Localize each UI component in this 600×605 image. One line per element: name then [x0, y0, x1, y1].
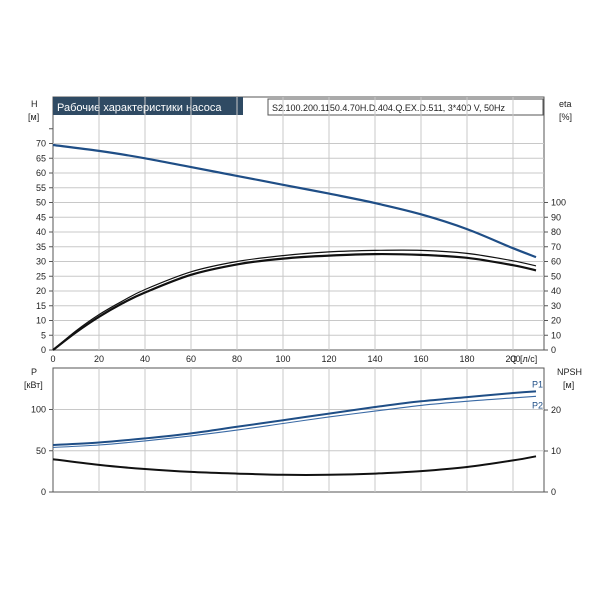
- top-y-tick-label: 10: [36, 316, 46, 326]
- x-label: Q: [510, 354, 517, 364]
- top-y2-tick-label: 50: [551, 271, 561, 281]
- bottom-y-tick-label: 50: [36, 446, 46, 456]
- npsh-curve: [52, 455, 537, 476]
- model-label: S2.100.200.1150.4.70H.D.404.Q.EX.D.511, …: [272, 103, 505, 113]
- top-y2-tick-label: 60: [551, 257, 561, 267]
- p2-curve: [52, 395, 537, 448]
- top-y-tick-label: 70: [36, 139, 46, 149]
- bottom-y2-label: NPSH: [557, 367, 582, 377]
- top-y-tick-label: 35: [36, 242, 46, 252]
- top-y-tick-label: 40: [36, 227, 46, 237]
- x-tick-label: 40: [140, 354, 150, 364]
- bottom-y2-tick-label: 10: [551, 446, 561, 456]
- top-y2-tick-label: 0: [551, 345, 556, 355]
- bottom-y-label: P: [31, 367, 37, 377]
- eta_inner-curve: [52, 252, 537, 351]
- top-y2-tick-label: 30: [551, 301, 561, 311]
- top-y-tick-label: 65: [36, 153, 46, 163]
- p1-curve: [52, 390, 537, 446]
- top-y-tick-label: 60: [36, 168, 46, 178]
- x-tick-label: 140: [367, 354, 382, 364]
- bottom-y2-unit: [м]: [563, 380, 574, 390]
- bottom-y-tick-label: 100: [31, 405, 46, 415]
- top-y-tick-label: 20: [36, 286, 46, 296]
- model-box: [267, 98, 544, 116]
- top-y-tick-label: 25: [36, 271, 46, 281]
- top-y2-tick-label: 80: [551, 227, 561, 237]
- x-tick-label: 180: [459, 354, 474, 364]
- top-plot-frame: [52, 96, 545, 351]
- top-y2-tick-label: 90: [551, 212, 561, 222]
- x-tick-label: 0: [50, 354, 55, 364]
- x-tick-label: 100: [275, 354, 290, 364]
- top-y2-tick-label: 70: [551, 242, 561, 252]
- top-y2-label: eta: [559, 99, 572, 109]
- top-y-tick-label: 50: [36, 198, 46, 208]
- bottom-y-unit: [кВт]: [24, 380, 43, 390]
- top-y-tick-label: 55: [36, 183, 46, 193]
- chart-title: Рабочие характеристики насоса: [57, 102, 222, 114]
- x-tick-label: 200: [505, 354, 520, 364]
- top-y-tick-label: 30: [36, 257, 46, 267]
- p1-label: P1: [532, 379, 543, 389]
- bottom-y2-tick-label: 0: [551, 487, 556, 497]
- p2-label: P2: [532, 400, 543, 410]
- bottom-y2-tick-label: 20: [551, 405, 561, 415]
- x-tick-label: 60: [186, 354, 196, 364]
- x-unit: [л/с]: [520, 354, 537, 364]
- top-y-tick-label: 15: [36, 301, 46, 311]
- top-y-label: H: [31, 99, 38, 109]
- x-tick-label: 160: [413, 354, 428, 364]
- top-y2-tick-label: 10: [551, 330, 561, 340]
- bottom-y-tick-label: 0: [41, 487, 46, 497]
- x-tick-label: 80: [232, 354, 242, 364]
- top-y2-tick-label: 20: [551, 316, 561, 326]
- eta_outer-curve: [52, 249, 537, 351]
- top-y-tick-label: 0: [41, 345, 46, 355]
- top-y-tick-label: 45: [36, 212, 46, 222]
- top-y-tick-label: 5: [41, 330, 46, 340]
- top-y2-tick-label: 40: [551, 286, 561, 296]
- x-tick-label: 20: [94, 354, 104, 364]
- top-y2-tick-label: 100: [551, 198, 566, 208]
- top-y2-unit: [%]: [559, 112, 572, 122]
- head-curve: [52, 143, 537, 259]
- top-y-unit: [м]: [28, 112, 39, 122]
- x-tick-label: 120: [321, 354, 336, 364]
- bottom-plot-frame: [52, 367, 545, 493]
- title-box: [53, 97, 243, 115]
